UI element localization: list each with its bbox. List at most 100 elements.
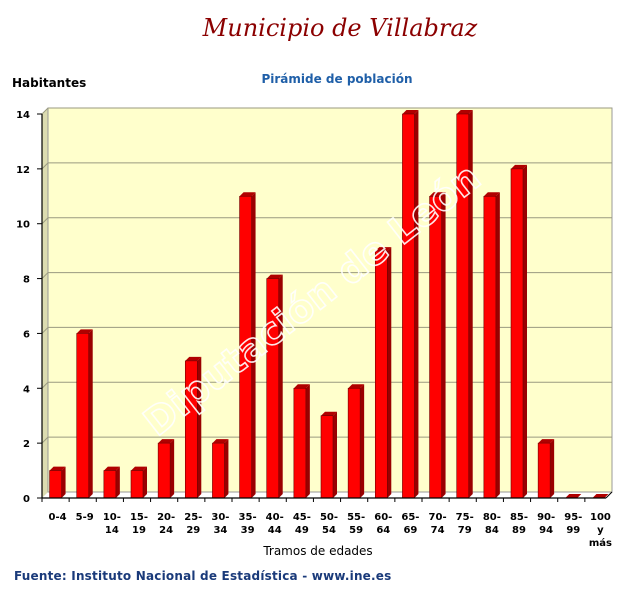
bar-side	[61, 466, 66, 498]
x-tick-label: 95-99	[564, 512, 582, 536]
y-tick-label: 0	[23, 494, 30, 505]
bar-side	[88, 329, 93, 498]
x-tick-label: 90-94	[537, 512, 555, 536]
bar	[130, 466, 147, 499]
bar-top	[158, 439, 175, 444]
x-tick-label: 100 y más	[589, 512, 612, 549]
bar-side	[468, 110, 473, 498]
bar-side	[495, 192, 500, 499]
bar-top	[348, 384, 365, 389]
chart-main-title: Municipio de Villabraz	[202, 14, 478, 42]
chart-subtitle: Pirámide de población	[261, 72, 413, 86]
bar	[320, 411, 337, 499]
grid-line	[41, 272, 49, 279]
bar	[483, 192, 500, 499]
bar-front	[76, 333, 90, 499]
x-tick-label: 0-4	[49, 512, 67, 523]
bar-front	[347, 387, 361, 499]
bar-top	[592, 494, 609, 498]
y-axis-label: Habitantes	[12, 76, 87, 90]
bar-top	[538, 439, 555, 444]
bar-side	[115, 466, 120, 498]
x-tick-label: 30-34	[211, 512, 229, 536]
bar	[212, 439, 229, 499]
bar-top	[375, 247, 392, 252]
bar-side	[523, 164, 527, 498]
bar	[266, 274, 283, 499]
bar	[456, 110, 473, 499]
x-tick-label: 35-39	[239, 512, 257, 536]
x-tick-label: 15-19	[130, 512, 148, 536]
bar-side	[251, 192, 256, 499]
grid-line	[41, 107, 49, 115]
bar-top	[131, 466, 147, 471]
bar	[157, 439, 175, 499]
x-tick-label: 75-79	[456, 512, 474, 536]
y-tick-labels: 0 2 4 6 8 10 12 14	[16, 110, 30, 505]
bar	[103, 466, 120, 499]
bar	[429, 192, 446, 499]
bar-side	[278, 274, 283, 498]
plot-side-wall	[42, 108, 48, 498]
bar-top	[321, 411, 337, 416]
bar-top	[76, 329, 93, 334]
bar-front	[293, 387, 307, 499]
grid-line	[41, 217, 49, 225]
bar-side	[414, 110, 419, 498]
grid-line	[41, 327, 49, 334]
bar-side	[170, 439, 175, 498]
bar-side	[224, 439, 229, 498]
x-axis-label: Tramos de edades	[263, 544, 373, 558]
bar-side	[197, 356, 202, 498]
bar-side	[360, 384, 365, 498]
x-tick-label: 45-49	[293, 512, 311, 536]
bar-front	[402, 113, 415, 499]
x-axis-depth	[605, 491, 613, 499]
bar	[293, 384, 310, 499]
bars-group	[49, 110, 609, 499]
x-tick-labels: 0-4 5-9 10-14 15-19 20-24 25-29 30-34 35-39 40-4…	[41, 498, 612, 549]
bar-side	[333, 411, 337, 498]
bar-front	[49, 470, 62, 499]
x-tick-label: 55-59	[347, 512, 365, 536]
bar	[374, 247, 392, 499]
bar-top	[49, 466, 66, 471]
y-tick-label: 6	[23, 329, 30, 340]
bar	[565, 494, 582, 498]
y-tick-label: 12	[16, 165, 30, 176]
x-tick-label: 80-84	[483, 512, 501, 536]
y-tick-label: 2	[23, 439, 30, 450]
bar-front	[537, 442, 551, 499]
y-tick-label: 4	[23, 384, 30, 395]
grid-line	[41, 381, 49, 389]
bar-side	[143, 466, 147, 498]
x-tick-label: 5-9	[76, 512, 94, 523]
bar-front	[483, 195, 497, 499]
bar-top	[402, 110, 419, 114]
bar-side	[441, 192, 446, 499]
bar	[76, 329, 93, 499]
x-tick-label: 25-29	[184, 512, 202, 536]
bar-front	[374, 250, 388, 499]
source-footer: Fuente: Instituto Nacional de Estadístic…	[14, 569, 392, 583]
grid-line	[41, 436, 49, 444]
bar-side	[387, 247, 392, 498]
bar-top	[266, 274, 283, 279]
bar-top	[103, 466, 120, 471]
bar-top	[293, 384, 310, 389]
grid-line	[41, 162, 49, 170]
bar	[537, 439, 555, 499]
bar-top	[212, 439, 229, 444]
bar-top	[185, 356, 202, 361]
bar-top	[565, 494, 582, 498]
bar	[239, 192, 256, 499]
x-tick-label: 10-14	[103, 512, 121, 536]
y-tick-label: 8	[23, 275, 30, 286]
y-tick-label: 10	[16, 220, 30, 231]
x-tick-label: 20-24	[157, 512, 175, 536]
bar	[184, 356, 202, 499]
x-tick-label: 85-89	[510, 512, 528, 536]
x-tick-label: 40-44	[266, 512, 284, 536]
x-tick-label: 65-69	[401, 512, 419, 536]
y-tick-label: 14	[16, 110, 30, 121]
